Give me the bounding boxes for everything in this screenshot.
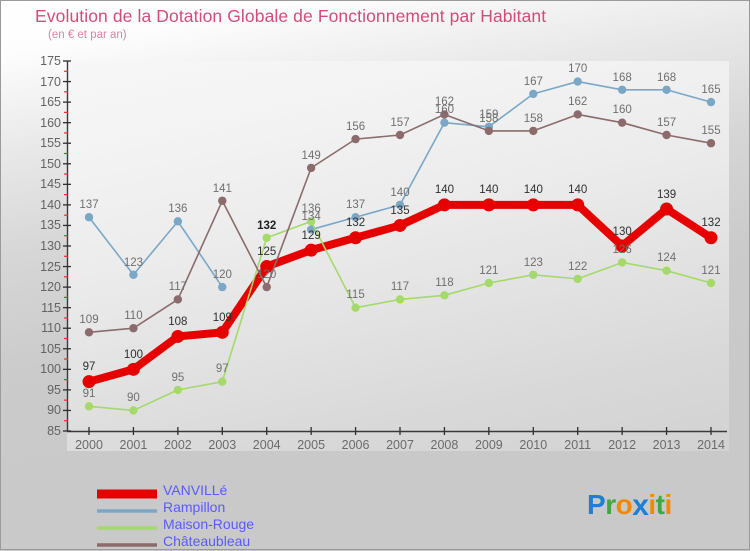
y-tick-label: 170 <box>40 74 61 89</box>
y-tick-label: 145 <box>40 177 61 192</box>
legend-item-chateaubleau[interactable]: Châteaubleau <box>97 533 397 551</box>
logo-letter-r: r <box>605 489 616 520</box>
legend-label-vanville: VANVILLé <box>163 482 228 498</box>
y-tick-label: 125 <box>40 259 61 274</box>
axes <box>63 60 727 435</box>
x-tick-label: 2011 <box>564 438 592 452</box>
legend-item-rampillon[interactable]: Rampillon <box>97 499 397 517</box>
y-tick-label: 100 <box>40 362 61 377</box>
y-tick-label: 150 <box>40 156 61 171</box>
y-tick-label: 120 <box>40 280 61 295</box>
y-tick-label: 115 <box>41 300 61 315</box>
x-tick-label: 2002 <box>163 438 192 452</box>
legend-swatch-rampillon <box>97 509 157 513</box>
logo-letter-t: t <box>655 489 665 520</box>
legend-item-vanville[interactable]: VANVILLé <box>97 482 397 500</box>
x-tick-label: 2008 <box>430 438 459 452</box>
logo-letter-o: o <box>615 489 633 520</box>
y-tick-label: 155 <box>40 136 61 151</box>
legend-swatch-vanville <box>97 489 157 499</box>
y-tick-label: 165 <box>40 95 61 110</box>
x-tick-label: 2004 <box>252 438 281 452</box>
y-tick-label: 130 <box>40 239 61 253</box>
x-tick-label: 2000 <box>75 438 103 452</box>
y-tick-label: 90 <box>47 403 61 418</box>
x-tick-label: 2010 <box>519 438 548 452</box>
logo-letter-i2: i <box>664 489 673 520</box>
y-tick-label: 85 <box>47 424 61 438</box>
y-tick-label: 140 <box>40 197 61 212</box>
x-tick-label: 2005 <box>297 438 326 452</box>
logo-letter-x: x <box>632 489 649 522</box>
x-tick-label: 2013 <box>652 438 681 452</box>
logo-letter-p: P <box>587 489 606 520</box>
legend-item-maison-rouge[interactable]: Maison-Rouge <box>97 516 397 534</box>
x-tick-label: 2014 <box>697 438 725 452</box>
x-tick-label: 2001 <box>119 438 148 452</box>
x-tick-label: 2009 <box>474 438 503 452</box>
page-subtitle: (en € et par an) <box>48 29 127 41</box>
legend-label-chateaubleau: Châteaubleau <box>163 533 251 549</box>
page-title: Evolution de la Dotation Globale de Fonc… <box>35 6 547 26</box>
y-tick-label: 110 <box>41 321 61 336</box>
y-tick-label: 175 <box>40 54 61 68</box>
logo-letter-i1: i <box>648 489 656 520</box>
x-tick-label: 2003 <box>208 438 237 452</box>
y-tick-label: 95 <box>47 382 61 397</box>
legend-label-maison-rouge: Maison-Rouge <box>163 516 255 532</box>
proxiti-logo[interactable]: Proxiti <box>587 488 672 522</box>
x-tick-label: 2007 <box>386 438 414 452</box>
y-tick-label: 160 <box>40 115 61 130</box>
legend-swatch-chateaubleau <box>97 543 157 547</box>
legend: VANVILLé Rampillon Maison-Rouge Châteaub… <box>97 482 397 551</box>
y-tick-label: 105 <box>40 341 61 356</box>
y-tick-label: 135 <box>40 218 61 233</box>
series-lines <box>82 77 718 415</box>
x-tick-label: 2012 <box>608 438 637 452</box>
legend-label-rampillon: Rampillon <box>163 499 226 515</box>
plot-area: 85 90 95 100 105 110 115 120 125 130 135 140 145 150 1… <box>40 54 729 452</box>
legend-swatch-maison-rouge <box>97 526 157 530</box>
x-tick-label: 2006 <box>341 438 370 452</box>
